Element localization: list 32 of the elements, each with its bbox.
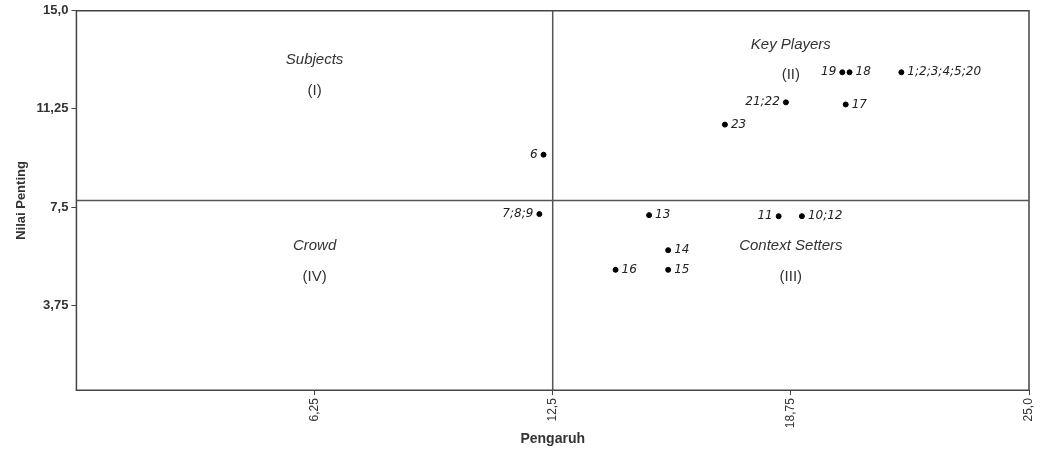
- y-tick-label: 11,25: [36, 100, 69, 116]
- annotation: 23: [730, 116, 747, 131]
- y-tick-label: 15,0: [43, 2, 69, 18]
- annotation: Key Players: [750, 35, 832, 53]
- annotation: Crowd: [292, 236, 337, 254]
- annotation: 19: [821, 64, 837, 79]
- y-axis-title: Nilai Penting: [13, 161, 29, 240]
- annotation: 6: [529, 146, 538, 161]
- annotation: Subjects: [285, 50, 344, 68]
- annotation: 18: [855, 64, 872, 79]
- x-tick-label: 25,0: [1021, 397, 1036, 422]
- annotation: 1;2;3;4;5;20: [907, 64, 982, 79]
- x-axis-title: Pengaruh: [520, 430, 585, 447]
- y-tick-label: 7,5: [50, 198, 69, 214]
- x-tick-label: 18,75: [783, 397, 798, 429]
- annotation: 21;22: [745, 94, 780, 109]
- annotation: 7;8;9: [502, 206, 534, 221]
- annotation: 10;12: [807, 208, 843, 223]
- x-tick-label: 6,25: [306, 397, 321, 422]
- y-tick-label: 3,75: [43, 296, 69, 312]
- annotation: 11: [757, 208, 773, 223]
- annotation: (I): [307, 80, 322, 98]
- annotation: 14: [674, 242, 690, 257]
- annotation: 13: [655, 207, 671, 222]
- annotation: 16: [621, 261, 638, 276]
- x-tick-label: 12,5: [545, 397, 560, 422]
- annotation: (III): [779, 266, 803, 284]
- annotation: 15: [674, 261, 690, 276]
- annotation: Context Setters: [739, 236, 844, 254]
- annotation: 17: [851, 96, 868, 111]
- annotation: (II): [781, 65, 801, 83]
- annotation: (IV): [302, 266, 327, 284]
